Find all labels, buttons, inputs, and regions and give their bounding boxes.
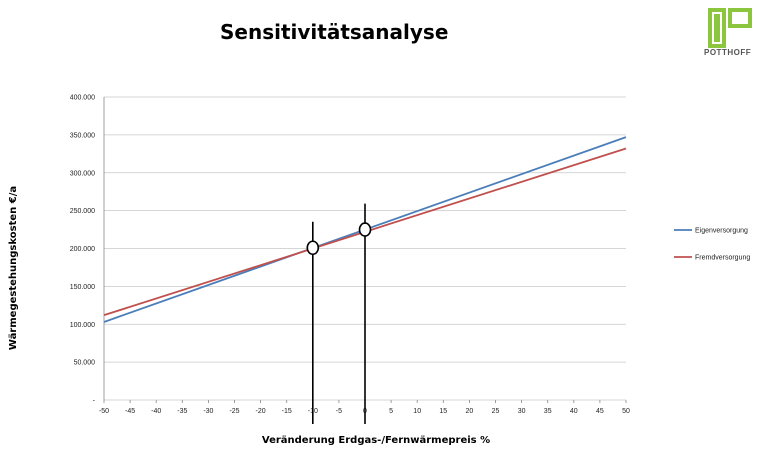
x-tick-label: 10 bbox=[413, 408, 421, 415]
x-tick-label: 45 bbox=[596, 408, 604, 415]
x-tick-label: -15 bbox=[282, 408, 292, 415]
x-tick-label: -30 bbox=[203, 408, 213, 415]
x-tick-label: -25 bbox=[229, 408, 239, 415]
y-tick-label: 250.000 bbox=[70, 208, 95, 215]
x-tick-label: -45 bbox=[125, 408, 135, 415]
x-tick-label: 50 bbox=[622, 408, 630, 415]
x-tick-label: 15 bbox=[439, 408, 447, 415]
x-tick-label: -40 bbox=[151, 408, 161, 415]
x-tick-label: -5 bbox=[336, 408, 342, 415]
legend-label: Fremdversorgung bbox=[695, 255, 750, 262]
y-tick-label: 400.000 bbox=[70, 95, 95, 102]
marker-circle bbox=[358, 222, 372, 237]
x-tick-label: 35 bbox=[544, 408, 552, 415]
y-tick-label: 100.000 bbox=[70, 322, 95, 329]
legend-label: Eigenversorgung bbox=[695, 228, 748, 235]
marker-circle bbox=[306, 240, 320, 256]
logo-text: POTTHOFF bbox=[704, 48, 752, 57]
x-tick-label: 5 bbox=[389, 408, 393, 415]
x-tick-label: 25 bbox=[492, 408, 500, 415]
x-tick-label: 40 bbox=[570, 408, 578, 415]
x-tick-labels: -50-45-40-35-30-25-20-15-10-505101520253… bbox=[99, 408, 630, 415]
y-tick-label: - bbox=[93, 398, 96, 405]
page-title: Sensitivitätsanalyse bbox=[220, 20, 449, 44]
y-tick-label: 150.000 bbox=[70, 284, 95, 291]
legend: Eigenversorgung Fremdversorgung bbox=[674, 228, 750, 262]
x-tick-label: -35 bbox=[177, 408, 187, 415]
potthoff-logo-icon bbox=[708, 8, 752, 48]
x-tick-label: 20 bbox=[466, 408, 474, 415]
x-tick-label: -20 bbox=[256, 408, 266, 415]
y-tick-label: 200.000 bbox=[70, 246, 95, 253]
x-axis-label: Veränderung Erdgas-/Fernwärmepreis % bbox=[262, 435, 490, 446]
y-axis-label: Wärmegestehungskosten €/a bbox=[8, 186, 19, 350]
y-tick-label: 350.000 bbox=[70, 132, 95, 139]
y-tick-label: 300.000 bbox=[70, 170, 95, 177]
y-tick-label: 50.000 bbox=[74, 360, 96, 367]
marker-group bbox=[306, 203, 372, 424]
x-tick-label: -50 bbox=[99, 408, 109, 415]
y-tick-labels: - 50.000 100.000 150.000 200.000 250.000 300.0… bbox=[70, 95, 96, 405]
x-tick-label: 30 bbox=[518, 408, 526, 415]
